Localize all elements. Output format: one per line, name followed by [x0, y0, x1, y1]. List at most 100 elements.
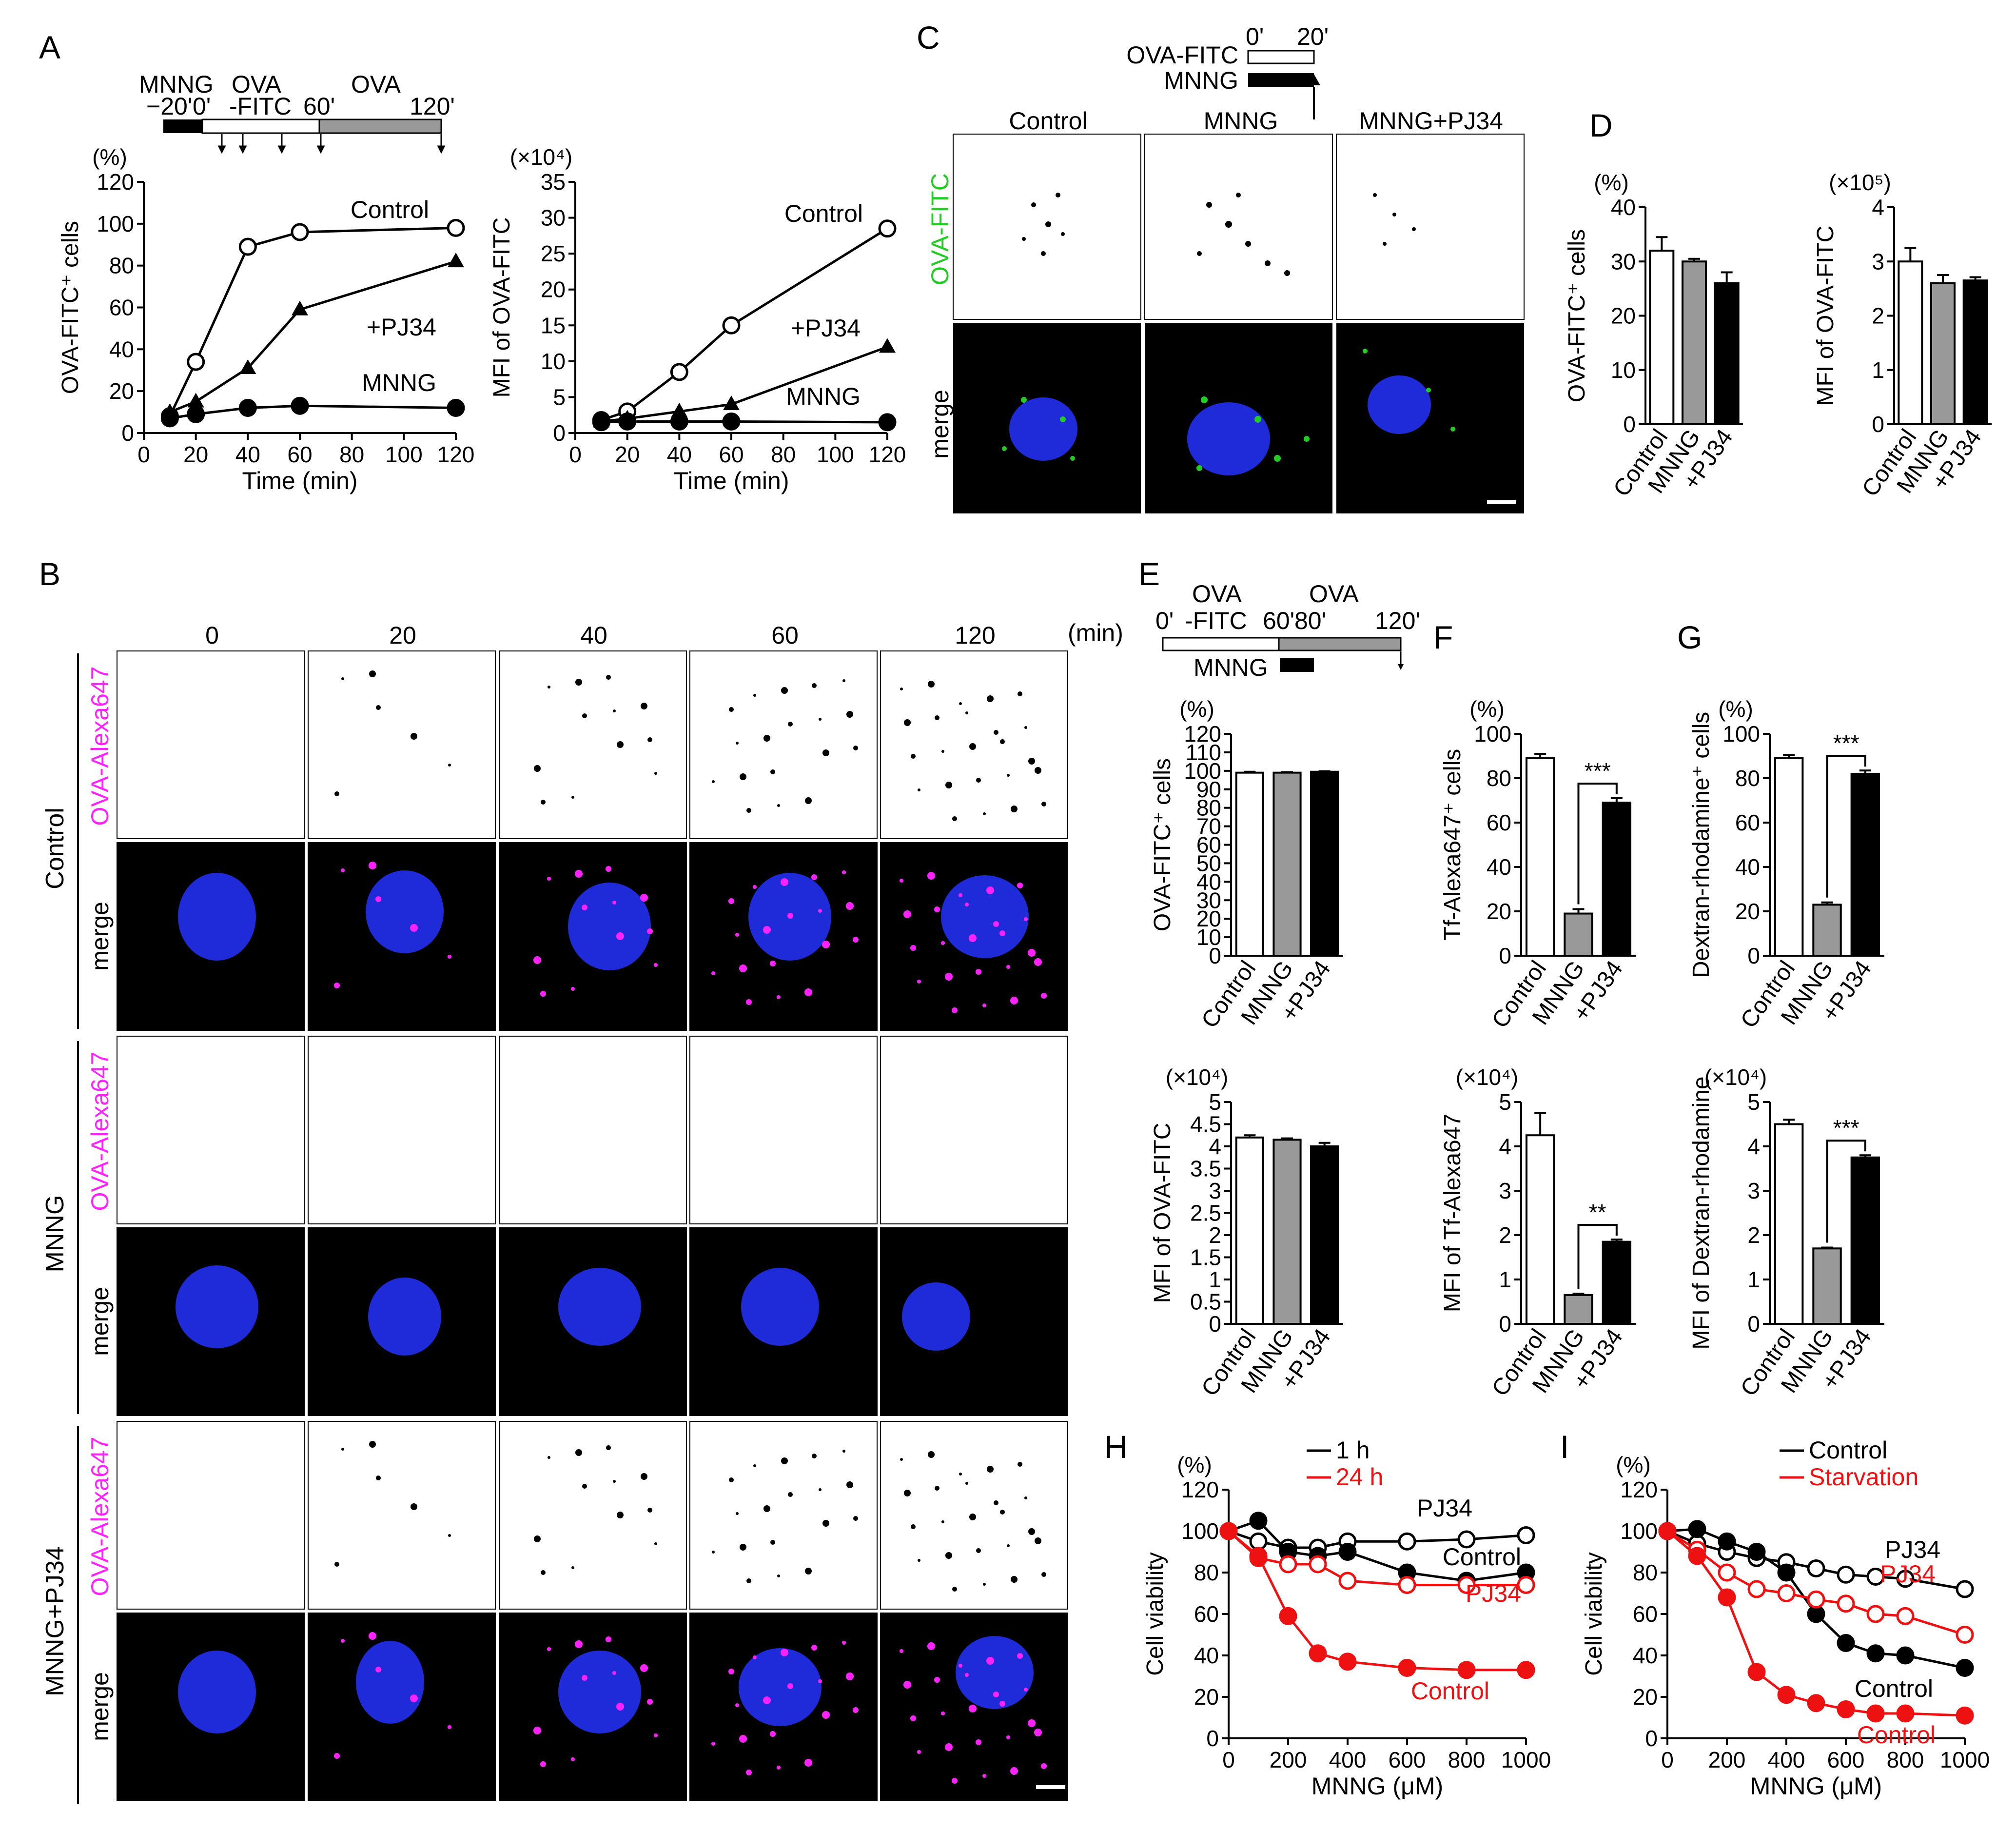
panel-b-micrographs: 0 20 40 60 120 (min) Control MNNG MNNG+P…	[41, 619, 1123, 1804]
punctum	[647, 737, 652, 742]
magenta-punctum	[763, 1696, 771, 1704]
y-tick-label: 30	[1196, 887, 1221, 913]
punctum	[987, 695, 994, 702]
nucleus	[1368, 375, 1431, 434]
magenta-punctum	[369, 862, 376, 869]
data-point	[878, 219, 897, 238]
punctum	[959, 1473, 962, 1476]
bar	[1602, 802, 1632, 957]
y-tick-label: 4.5	[1190, 1112, 1221, 1137]
magenta-punctum	[647, 928, 653, 934]
y-tick-label: 4	[1747, 1134, 1760, 1159]
y-tick-label: 0	[1209, 943, 1221, 968]
y-tick-label: 80	[1633, 1560, 1658, 1585]
magenta-punctum	[910, 945, 916, 951]
x-axis-title: MNNG (μM)	[1750, 1772, 1882, 1800]
punctum	[812, 1454, 817, 1458]
magenta-punctum	[818, 1679, 822, 1683]
data-point	[1457, 1661, 1476, 1679]
micrograph-ova-alexa647	[308, 1421, 496, 1610]
timeline-a-mnng-bar	[163, 119, 202, 133]
timeline-a: MNNG OVA OVA −20' 0' -FITC 60' 120'	[139, 71, 455, 154]
punctum	[740, 1544, 746, 1551]
panel-b-group-mnng-pj34: MNNG+PJ34	[41, 1546, 69, 1696]
data-point	[1517, 1661, 1535, 1679]
y-axis-title: MFI of OVA-FITC	[1813, 226, 1839, 406]
series-line	[1667, 1528, 1965, 1669]
panel-letter-f: F	[1433, 619, 1453, 655]
magenta-punctum	[746, 999, 752, 1005]
magenta-punctum	[959, 1664, 962, 1668]
data-point	[1398, 1576, 1416, 1594]
y-tick-label: 2	[1747, 1222, 1760, 1248]
y-axis-title: MFI of OVA-FITC	[1150, 1123, 1175, 1303]
magenta-punctum	[448, 955, 451, 959]
series-label: Control	[351, 196, 429, 223]
data-point	[722, 412, 741, 431]
magenta-punctum	[965, 1673, 969, 1677]
punctum	[846, 1481, 853, 1488]
punctum	[448, 1534, 451, 1537]
x-tick-label: 400	[1768, 1747, 1805, 1772]
series-label: MNNG	[786, 383, 861, 410]
timeline-c-label: 20'	[1297, 23, 1329, 50]
y-tick-label: 30	[541, 205, 566, 231]
data-point	[1837, 1700, 1855, 1718]
y-unit-label: (%)	[1718, 696, 1753, 722]
y-tick-label: 0	[1872, 412, 1884, 437]
punctum	[369, 1441, 376, 1448]
magenta-punctum	[945, 973, 953, 981]
y-tick-label: 10	[541, 349, 566, 374]
y-tick-label: 0	[1645, 1726, 1658, 1751]
magenta-punctum	[993, 1692, 999, 1697]
punctum	[571, 796, 574, 799]
panel-b-group-control: Control	[41, 807, 69, 889]
y-tick-label: 60	[1633, 1601, 1658, 1627]
y-tick-label: 60	[1735, 810, 1760, 835]
y-tick-label: 0	[1747, 1311, 1760, 1337]
y-tick-label: 90	[1196, 777, 1221, 802]
nucleus	[178, 1651, 256, 1733]
punctum	[935, 715, 939, 720]
data-point	[1517, 1526, 1535, 1544]
magenta-punctum	[735, 933, 739, 937]
punctum	[582, 713, 587, 718]
y-tick-label: 4	[1209, 1134, 1221, 1159]
data-point	[1309, 1555, 1327, 1574]
y-tick-label: 30	[1611, 249, 1636, 274]
punctum	[928, 681, 935, 688]
magenta-punctum	[575, 870, 583, 878]
y-tick-label: 120	[1181, 1477, 1219, 1502]
y-tick-label: 0	[553, 420, 566, 446]
y-tick-label: 60	[1196, 832, 1221, 858]
magenta-punctum	[770, 961, 776, 966]
magenta-punctum	[777, 1766, 781, 1770]
nucleus	[568, 883, 651, 970]
series-label: Control	[1411, 1677, 1489, 1705]
data-point	[1956, 1706, 1974, 1725]
x-tick-label: 0	[137, 442, 150, 467]
green-puncta	[1002, 349, 1455, 471]
timeline-c-ova-fitc-bar	[1247, 50, 1315, 64]
timeline-a-label: OVA	[351, 71, 401, 98]
timeline-e: OVA OVA 0' -FITC 60' 80' 120' MNNG	[1155, 580, 1420, 681]
magenta-punctum	[934, 1677, 940, 1683]
bar	[1602, 1240, 1632, 1325]
y-unit-label: (×10⁵)	[1829, 170, 1891, 195]
magenta-punctum	[735, 1703, 739, 1707]
data-point	[1896, 1646, 1915, 1665]
magenta-punctum	[640, 1664, 648, 1672]
magenta-punctum	[728, 1669, 734, 1674]
punctum	[1028, 1528, 1035, 1535]
magenta-punctum	[969, 1705, 977, 1712]
magenta-punctum	[781, 878, 788, 886]
y-tick-label: 3	[1209, 1178, 1221, 1203]
data-point	[187, 393, 204, 408]
punctum	[983, 1583, 986, 1586]
magenta-punctum	[999, 930, 1005, 936]
punctum	[965, 1482, 968, 1485]
x-tick-label: 600	[1389, 1747, 1426, 1772]
bar	[1525, 1134, 1555, 1325]
data-point	[1896, 1704, 1915, 1723]
